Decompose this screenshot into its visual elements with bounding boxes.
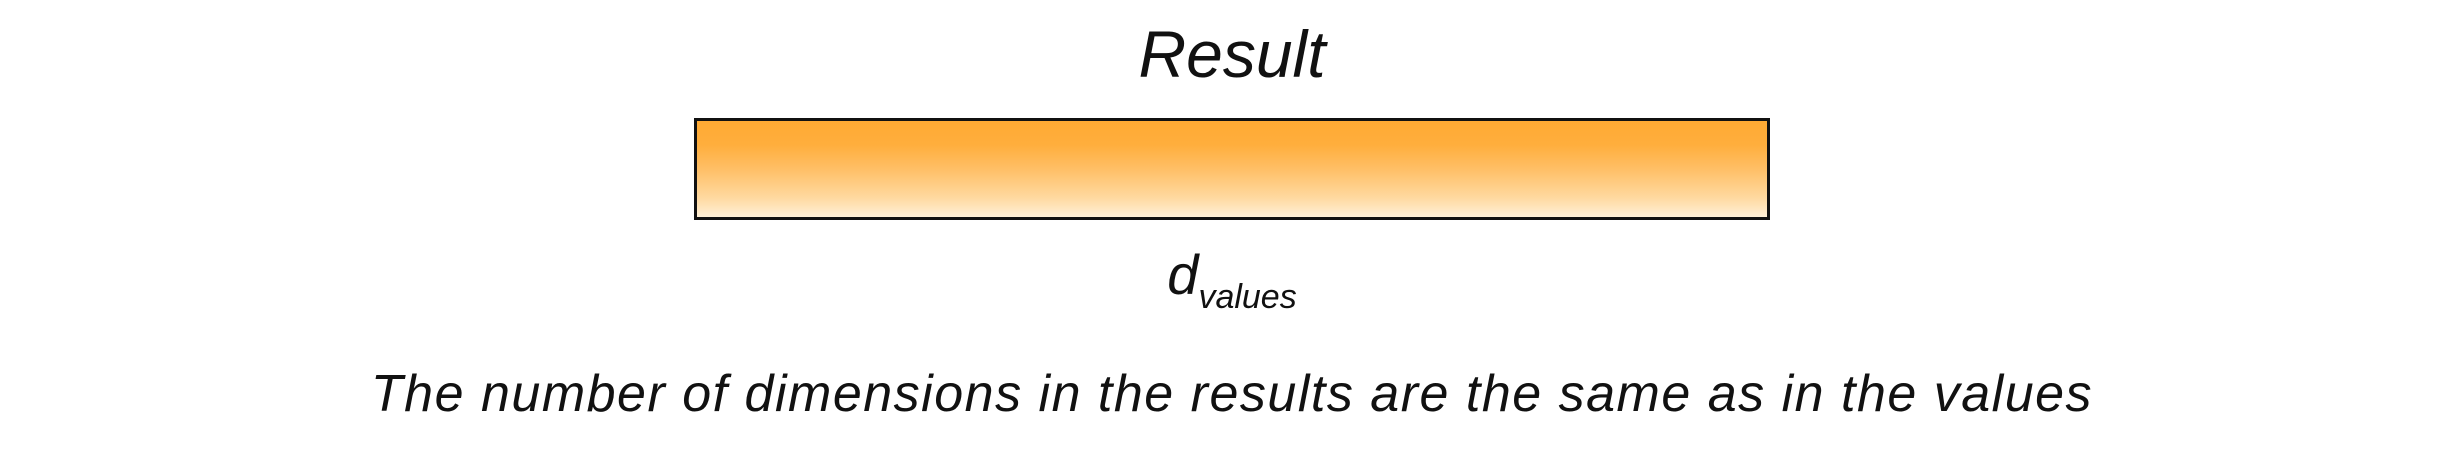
result-vector-bar: [694, 118, 1770, 220]
dimension-subscript: values: [1198, 278, 1297, 316]
dimension-symbol: d: [1167, 243, 1199, 306]
result-title: Result: [1138, 17, 1326, 91]
dimension-label: dvalues: [0, 244, 2464, 316]
caption: The number of dimensions in the results …: [370, 365, 2094, 423]
